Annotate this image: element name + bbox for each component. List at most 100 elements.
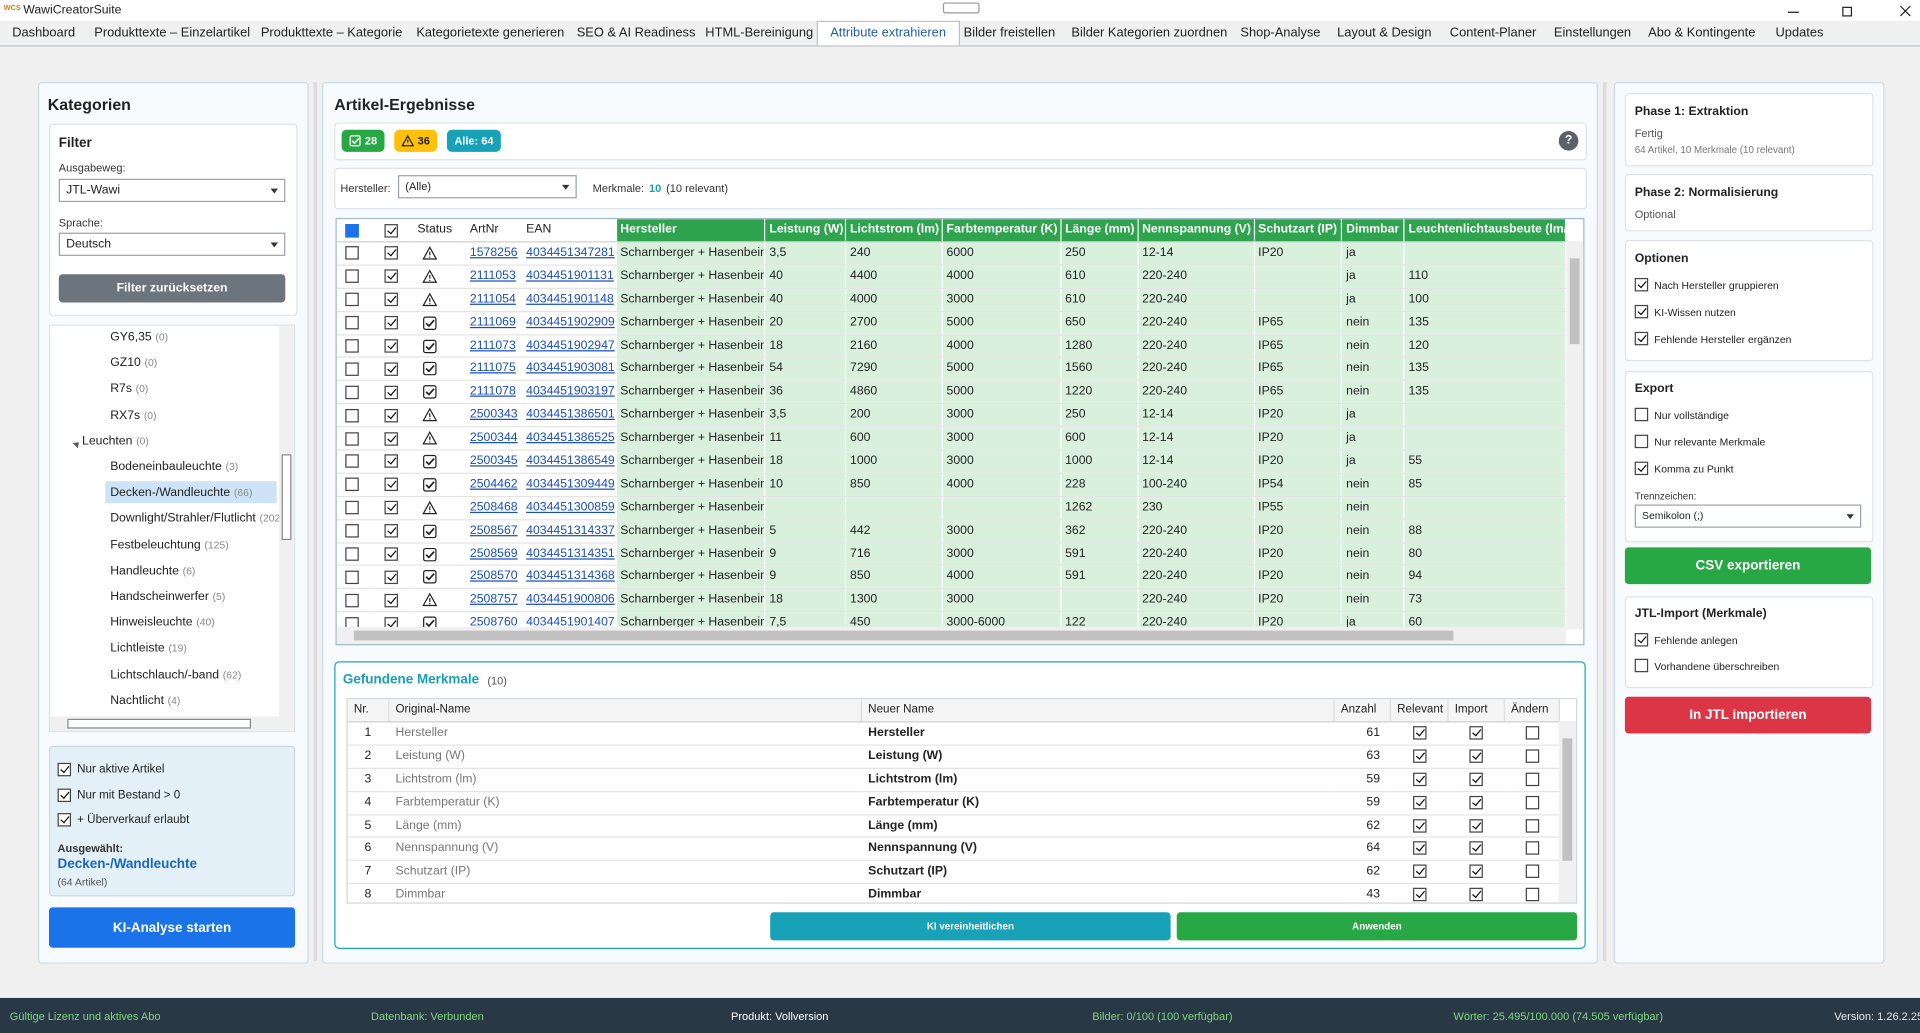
column-header[interactable]: Hersteller — [616, 219, 766, 242]
checkbox[interactable] — [1469, 795, 1483, 809]
checkbox[interactable] — [384, 408, 398, 423]
checkbox[interactable] — [1525, 841, 1539, 856]
cell-link[interactable]: 4034451901148 — [526, 292, 614, 306]
jtl-import-button[interactable]: In JTL importieren — [1624, 696, 1872, 734]
checkbox[interactable] — [384, 547, 398, 561]
checkbox[interactable] — [1634, 461, 1649, 476]
tree-item[interactable]: Bodeneinbauleuchte (3) — [105, 456, 243, 478]
cell-link[interactable]: 4034451386549 — [526, 454, 615, 468]
tree-item[interactable]: Leuchten (0) — [77, 430, 154, 452]
cell-link[interactable]: 2508468 — [469, 500, 518, 515]
cell-link[interactable]: 2508567 — [469, 523, 518, 538]
cell-link[interactable]: 2111078 — [469, 384, 516, 399]
scroll-thumb[interactable] — [353, 630, 1454, 641]
manufacturer-select[interactable]: (Alle) — [397, 175, 577, 199]
checkbox[interactable] — [345, 431, 360, 446]
cell-link[interactable]: 4034451901131 — [526, 269, 614, 283]
tab[interactable]: Abo & Kontingente — [1648, 25, 1756, 41]
checkbox[interactable] — [57, 813, 72, 827]
cell-link[interactable]: 2508570 — [469, 569, 518, 584]
cell-link[interactable]: 2500344 — [469, 431, 518, 445]
checkbox[interactable] — [1412, 864, 1426, 879]
vertical-scrollbar[interactable] — [279, 325, 294, 718]
checkbox[interactable] — [345, 292, 360, 307]
tree-item[interactable]: Handscheinwerfer (5) — [105, 585, 230, 607]
checkbox[interactable] — [1634, 633, 1649, 647]
checkbox[interactable] — [345, 362, 360, 376]
scroll-thumb[interactable] — [1562, 738, 1573, 861]
checkbox[interactable] — [1525, 888, 1539, 902]
select-all-checkbox[interactable] — [345, 223, 360, 237]
checkbox[interactable] — [1525, 772, 1539, 786]
checkbox[interactable] — [1634, 304, 1649, 319]
cell-link[interactable]: 2111069 — [469, 315, 516, 329]
checkbox[interactable] — [384, 477, 398, 492]
column-header[interactable]: EAN — [522, 219, 617, 242]
tab[interactable]: Einstellungen — [1553, 25, 1632, 41]
cell-link[interactable]: 4034451314368 — [526, 569, 615, 584]
separator-select[interactable]: Semikolon (;) — [1634, 504, 1862, 528]
tree-item[interactable]: Lichtleiste (19) — [105, 637, 191, 659]
splitter[interactable] — [1602, 82, 1607, 962]
tree-item[interactable]: Handleuchte (6) — [105, 559, 200, 581]
tree-item[interactable]: Hinweisleuchte (40) — [105, 611, 219, 633]
checkbox[interactable] — [384, 570, 398, 584]
splitter[interactable] — [313, 82, 318, 962]
cell-link[interactable]: 2500343 — [469, 408, 518, 422]
checkbox[interactable] — [345, 408, 360, 423]
tab[interactable]: Bilder Kategorien zuordnen — [1071, 25, 1228, 41]
tab[interactable]: Attribute extrahieren — [816, 20, 960, 46]
checkbox[interactable] — [57, 787, 72, 802]
checkbox[interactable] — [345, 246, 360, 261]
tree-item[interactable]: Festbeleuchtung (125) — [105, 533, 233, 555]
cell-link[interactable]: 2111054 — [469, 292, 516, 306]
column-header[interactable]: Nennspannung (V) — [1138, 219, 1255, 242]
checkbox[interactable] — [384, 292, 398, 307]
cell-link[interactable]: 2508569 — [469, 546, 518, 561]
tree-item[interactable]: GY6,35 (0) — [105, 326, 173, 348]
checkbox[interactable] — [1634, 434, 1649, 449]
checkbox[interactable] — [1412, 818, 1426, 833]
checkbox[interactable] — [345, 547, 360, 561]
scroll-thumb[interactable] — [1569, 258, 1580, 345]
checkbox[interactable] — [345, 501, 360, 515]
tab[interactable]: Shop-Analyse — [1240, 25, 1321, 41]
scroll-thumb[interactable] — [67, 718, 252, 729]
horizontal-scrollbar[interactable] — [336, 626, 1567, 645]
checkbox[interactable] — [345, 477, 360, 492]
checkbox[interactable] — [1412, 749, 1426, 763]
checkbox[interactable] — [1469, 818, 1483, 833]
tab[interactable]: SEO & AI Readiness — [576, 25, 696, 41]
checkbox[interactable] — [1412, 795, 1426, 809]
checkbox[interactable] — [1469, 864, 1483, 879]
cell-link[interactable]: 2504462 — [469, 477, 518, 491]
vertical-scrollbar[interactable] — [1558, 721, 1576, 903]
cell-link[interactable]: 4034451903081 — [526, 361, 615, 376]
cell-link[interactable]: 4034451314351 — [526, 546, 615, 561]
checkbox[interactable] — [1634, 331, 1649, 346]
checkbox[interactable] — [345, 593, 360, 608]
checkbox[interactable] — [384, 524, 398, 538]
checkbox[interactable] — [1469, 841, 1483, 856]
column-header[interactable]: Dimmbar — [1342, 219, 1405, 242]
checkbox[interactable] — [384, 593, 398, 608]
column-header[interactable]: Leuchtenlichtausbeute (lm/W) — [1404, 219, 1567, 242]
column-header[interactable]: Status — [414, 219, 467, 242]
checkbox[interactable] — [1469, 726, 1483, 740]
checkbox[interactable] — [384, 339, 398, 353]
drag-handle[interactable] — [942, 2, 980, 14]
checkbox[interactable] — [345, 316, 360, 330]
checkbox[interactable] — [345, 454, 360, 469]
cell-link[interactable]: 2508760 — [469, 616, 518, 627]
tab[interactable]: Kategorietexte generieren — [416, 25, 565, 41]
checkbox[interactable] — [384, 246, 398, 261]
cell-link[interactable]: 2111073 — [469, 338, 516, 353]
checkbox[interactable] — [1634, 658, 1649, 673]
checkbox[interactable] — [1634, 277, 1649, 292]
column-header[interactable]: ArtNr — [466, 219, 523, 242]
column-header[interactable]: Schutzart (IP) — [1254, 219, 1343, 242]
count-badge[interactable]: 28 — [341, 129, 385, 152]
checkbox[interactable] — [384, 616, 398, 627]
checkbox[interactable] — [57, 762, 72, 777]
cell-link[interactable]: 4034451386501 — [526, 408, 615, 422]
